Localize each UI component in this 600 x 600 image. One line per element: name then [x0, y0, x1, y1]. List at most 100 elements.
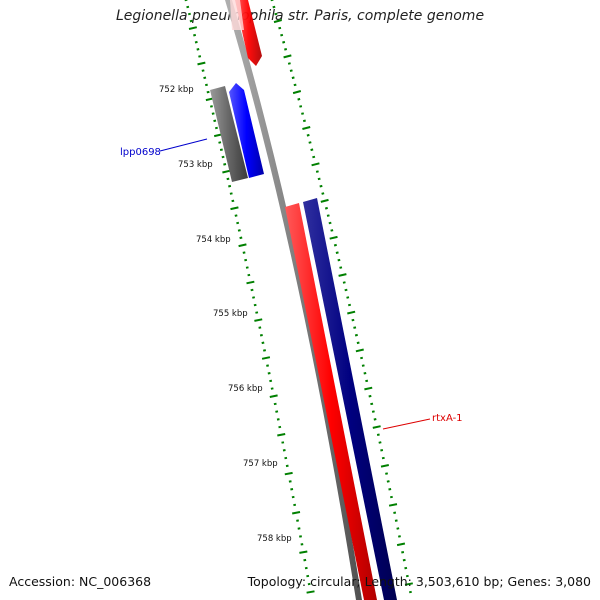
outer-ring-major-tick	[292, 90, 302, 95]
outer-ring-minor-tick	[356, 341, 360, 345]
lpp0698-leader-line	[159, 138, 208, 152]
outer-ring-major-tick	[380, 464, 390, 468]
inner-ring-major-tick	[261, 356, 271, 360]
inner-ring-minor-tick	[228, 184, 232, 188]
tick-label-753: 753 kbp	[178, 160, 213, 170]
outer-ring-minor-tick	[388, 488, 392, 491]
outer-ring-minor-tick	[287, 62, 291, 65]
inner-ring-minor-tick	[186, 5, 190, 9]
rtxA-1-leader-line	[382, 418, 431, 430]
outer-ring-minor-tick	[333, 243, 337, 247]
gene-faded-top	[230, 0, 244, 30]
genome-backbone	[225, 0, 362, 600]
gene-label-rtxA-1[interactable]: rtxA-1	[432, 413, 463, 424]
outer-ring-major-tick	[396, 542, 406, 547]
inner-ring-minor-tick	[307, 582, 311, 586]
outer-ring-major-tick	[355, 348, 364, 353]
outer-ring-minor-tick	[351, 318, 355, 322]
inner-ring-minor-tick	[234, 214, 238, 217]
outer-ring-minor-tick	[365, 379, 369, 383]
outer-ring-minor-tick	[274, 12, 278, 16]
outer-ring-minor-tick	[339, 266, 343, 269]
gene-gray-lpp0698-region[interactable]	[210, 86, 248, 182]
inner-ring-minor-tick	[262, 349, 267, 352]
inner-ring-minor-tick	[189, 19, 193, 23]
inner-ring-minor-tick	[196, 48, 200, 51]
inner-ring-minor-tick	[226, 177, 230, 181]
outer-ring-minor-tick	[312, 155, 316, 159]
tick-label-758: 758 kbp	[257, 534, 292, 544]
inner-ring-major-tick	[222, 169, 231, 174]
gene-rtxA-1-forward[interactable]	[285, 203, 377, 600]
genome-stats-text: Topology: circular; Length: 3,503,610 bp…	[247, 574, 591, 589]
inner-ring-minor-tick	[213, 119, 217, 123]
outer-ring-minor-tick	[385, 472, 389, 475]
inner-ring-minor-tick	[290, 488, 294, 491]
inner-ring-major-tick	[197, 61, 206, 66]
inner-ring-minor-tick	[194, 40, 198, 44]
inner-ring-minor-tick	[219, 148, 223, 151]
outer-ring-minor-tick	[278, 26, 282, 30]
outer-ring-major-tick	[329, 235, 338, 240]
inner-ring-minor-tick	[259, 334, 263, 337]
inner-ring-minor-tick	[211, 112, 215, 115]
inner-ring-minor-tick	[284, 456, 288, 460]
tick-label-754: 754 kbp	[196, 235, 231, 245]
inner-ring-minor-tick	[214, 126, 218, 130]
inner-ring-major-tick	[292, 511, 301, 515]
outer-ring-minor-tick	[390, 495, 393, 499]
inner-ring-minor-tick	[209, 105, 213, 108]
outer-ring-minor-tick	[394, 519, 398, 522]
outer-ring-minor-tick	[315, 170, 319, 173]
outer-ring-minor-tick	[284, 48, 288, 51]
tick-label-756: 756 kbp	[228, 384, 263, 394]
inner-ring-minor-tick	[223, 163, 227, 166]
outer-ring-major-tick	[372, 425, 381, 429]
outer-ring-minor-tick	[370, 402, 374, 406]
gene-lpp0698[interactable]	[229, 83, 264, 178]
outer-ring-minor-tick	[405, 574, 409, 578]
inner-ring-minor-tick	[242, 251, 246, 254]
inner-ring-major-tick	[188, 26, 198, 30]
outer-ring-minor-tick	[347, 303, 352, 307]
inner-ring-minor-tick	[266, 364, 269, 367]
inner-ring-minor-tick	[278, 425, 282, 429]
inner-ring-minor-tick	[282, 449, 286, 452]
outer-ring-major-tick	[273, 19, 282, 24]
outer-ring-minor-tick	[297, 97, 301, 101]
outer-ring-minor-tick	[397, 535, 401, 538]
outer-ring-minor-tick	[282, 40, 286, 44]
inner-ring-major-tick	[277, 433, 286, 437]
inner-ring-minor-tick	[244, 258, 248, 262]
outer-ring-minor-tick	[396, 527, 400, 530]
outer-ring-minor-tick	[310, 148, 314, 152]
inner-ring-major-tick	[246, 280, 255, 285]
outer-ring-minor-tick	[337, 258, 341, 262]
outer-ring-major-tick	[302, 126, 311, 130]
outer-ring-minor-tick	[344, 288, 348, 292]
inner-ring-minor-tick	[291, 495, 295, 499]
outer-ring-minor-tick	[302, 119, 306, 123]
outer-ring-minor-tick	[301, 112, 305, 115]
inner-ring-minor-tick	[285, 464, 289, 468]
tick-label-755: 755 kbp	[213, 309, 248, 319]
inner-ring-minor-tick	[221, 155, 225, 159]
inner-ring-minor-tick	[250, 288, 254, 292]
outer-ring-major-tick	[311, 162, 320, 167]
inner-ring-minor-tick	[236, 221, 240, 225]
inner-ring-minor-tick	[198, 55, 202, 58]
gene-rtxA-1-reverse[interactable]	[303, 198, 397, 600]
outer-ring-major-tick	[320, 198, 329, 203]
outer-ring-minor-tick	[368, 394, 372, 398]
tick-label-757: 757 kbp	[243, 459, 278, 469]
outer-ring-minor-tick	[373, 418, 377, 421]
outer-ruler-ring	[270, 0, 413, 594]
inner-ring-minor-tick	[258, 326, 262, 329]
outer-ring-minor-tick	[380, 449, 384, 452]
gene-label-lpp0698[interactable]: lpp0698	[120, 147, 161, 158]
accession-text: Accession: NC_006368	[9, 574, 152, 589]
outer-ring-minor-tick	[393, 511, 397, 514]
inner-ring-minor-tick	[270, 387, 274, 390]
inner-ring-minor-tick	[237, 229, 241, 232]
